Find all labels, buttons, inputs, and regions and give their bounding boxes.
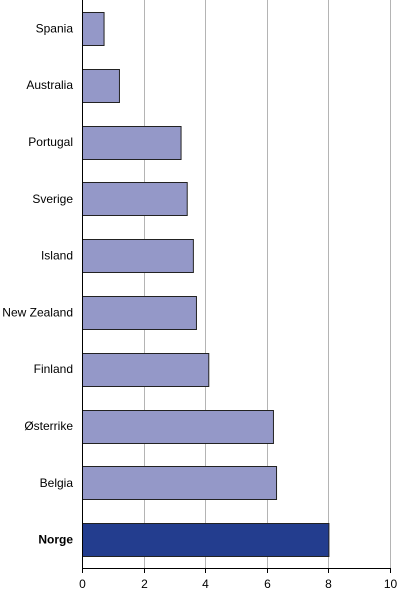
- bar-belgia: [82, 466, 278, 500]
- axes: [82, 0, 391, 573]
- x-tick-label: 8: [325, 577, 332, 591]
- x-tick-label: 0: [79, 577, 86, 591]
- category-label: Australia: [26, 78, 73, 92]
- category-label: Norge: [38, 533, 73, 547]
- bar-new-zealand: [82, 296, 197, 330]
- bar-finland: [82, 353, 210, 387]
- bar-sverige: [82, 182, 188, 216]
- bars: [82, 12, 330, 557]
- bar-australia: [82, 69, 120, 103]
- x-tick-label: 10: [384, 577, 398, 591]
- x-tick-label: 4: [202, 577, 209, 591]
- category-label: New Zealand: [2, 305, 73, 319]
- category-label: Østerrike: [24, 419, 73, 433]
- category-label: Spania: [36, 21, 74, 35]
- category-label: Sverige: [32, 192, 73, 206]
- bar-norge: [82, 523, 330, 557]
- bar-portugal: [82, 126, 182, 160]
- bar-spania: [82, 12, 105, 46]
- bar-island: [82, 239, 194, 273]
- category-label: Belgia: [40, 476, 74, 490]
- x-tick-label: 6: [264, 577, 271, 591]
- category-label: Finland: [34, 362, 73, 376]
- category-label: Portugal: [28, 135, 73, 149]
- x-tick-labels: 0 2 4 6 8 10: [79, 577, 397, 591]
- bar-østerrike: [82, 410, 274, 444]
- category-label: Island: [41, 249, 73, 263]
- x-tick-label: 2: [141, 577, 148, 591]
- category-labels: Spania Australia Portugal Sverige Island New …: [2, 21, 73, 546]
